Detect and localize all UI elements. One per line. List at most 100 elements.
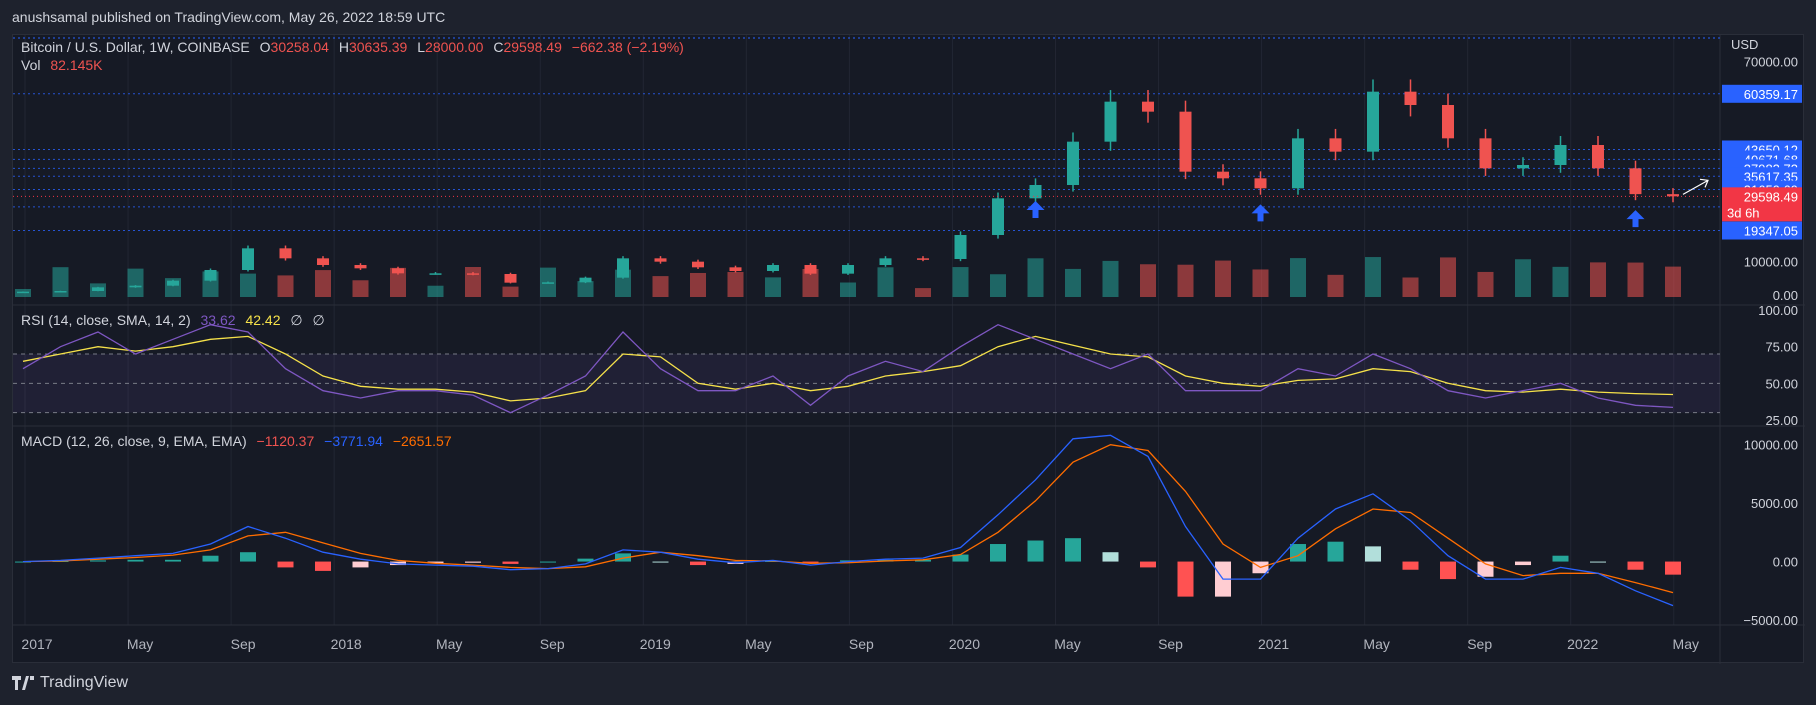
volume-bar xyxy=(1102,260,1119,297)
volume-bar xyxy=(1027,258,1044,297)
volume-bar xyxy=(427,285,444,297)
footer-brand[interactable]: TradingView xyxy=(40,674,129,691)
volume-bar xyxy=(652,276,669,297)
volume-label[interactable]: Vol xyxy=(21,57,41,73)
volume-bar xyxy=(877,267,894,297)
volume-bar xyxy=(690,272,706,297)
candle-body xyxy=(129,285,142,288)
macd-histogram-bar xyxy=(577,558,594,562)
macd-signal-line xyxy=(22,444,1674,594)
candle-body xyxy=(1179,111,1192,172)
macd-histogram-bar xyxy=(1177,561,1194,597)
macd-histogram-bar xyxy=(1552,555,1569,562)
chart-panel[interactable]: 2017 May Sep 2018 May Sep 2019 May Sep 2020 May Sep… xyxy=(12,34,1805,664)
candle-body xyxy=(1517,165,1529,169)
candle-body xyxy=(1629,168,1642,195)
candle-body xyxy=(1554,145,1567,165)
x-tick-label: May xyxy=(1363,636,1389,652)
macd-histogram-bar xyxy=(202,555,219,562)
candle-body xyxy=(1104,101,1117,142)
up-arrow-icon xyxy=(1626,210,1645,228)
x-tick-label: Sep xyxy=(849,636,874,652)
price-level-tag xyxy=(1722,221,1802,240)
x-tick-label: 2019 xyxy=(640,636,671,652)
macd-histogram-bar xyxy=(652,561,669,563)
macd-histogram-bar xyxy=(1290,544,1306,562)
projection-arrow-icon xyxy=(1682,178,1709,195)
macd-histogram-bar xyxy=(1590,561,1606,563)
macd-histogram-bar xyxy=(90,560,106,562)
chart-canvas[interactable]: 2017 May Sep 2018 May Sep 2019 May Sep 2020 May Sep… xyxy=(13,35,1805,664)
price-y-tick: 70000.00 xyxy=(1744,55,1798,70)
candle-body xyxy=(204,270,217,281)
macd-histogram-bar xyxy=(165,559,181,562)
macd-legend: MACD (12, 26, close, 9, EMA, EMA) −1120.… xyxy=(21,433,458,449)
macd-histogram-bar xyxy=(127,559,144,562)
macd-histogram-bar xyxy=(952,554,969,562)
rsi-line xyxy=(22,323,1674,414)
candle-body xyxy=(1329,138,1342,152)
volume-bar xyxy=(1290,258,1306,297)
rsi-y-tick: 25.00 xyxy=(1765,413,1798,428)
current-price-label: 29598.49 xyxy=(1744,189,1798,204)
candle-body xyxy=(317,258,329,265)
x-tick-label: May xyxy=(127,636,153,652)
candle-body xyxy=(579,277,592,283)
change-value: −662.38 (−2.19%) xyxy=(571,39,684,55)
macd-histogram-bar xyxy=(690,561,706,566)
macd-label[interactable]: MACD (12, 26, close, 9, EMA, EMA) xyxy=(21,433,247,449)
volume-bar xyxy=(1140,264,1156,297)
macd-histogram-bar xyxy=(1140,561,1156,568)
rsi-y-tick: 75.00 xyxy=(1765,340,1798,355)
macd-hist-value: −1120.37 xyxy=(256,433,315,449)
macd-histogram-bar xyxy=(802,561,819,564)
volume-bar xyxy=(1365,257,1381,297)
macd-histogram-bar xyxy=(915,559,931,562)
current-price-tag xyxy=(1722,187,1802,222)
price-axis-unit: USD xyxy=(1731,37,1758,52)
rsi-value: 33.62 xyxy=(200,312,236,328)
price-level-label: 19347.05 xyxy=(1744,224,1798,239)
symbol-title[interactable]: Bitcoin / U.S. Dollar, 1W, COINBASE xyxy=(21,39,250,55)
low-value: 28000.00 xyxy=(425,39,484,55)
macd-histogram-bar xyxy=(15,561,31,563)
candle-body xyxy=(692,261,704,268)
macd-y-tick: 5000.00 xyxy=(1751,496,1798,511)
macd-y-tick: 0.00 xyxy=(1773,555,1798,570)
volume-bar xyxy=(1440,257,1456,297)
macd-histogram-bar xyxy=(277,561,294,568)
rsi-sma-value: 42.42 xyxy=(245,312,281,328)
price-legend: Bitcoin / U.S. Dollar, 1W, COINBASE O302… xyxy=(21,39,690,55)
high-value: 30635.39 xyxy=(348,39,408,55)
candle-body xyxy=(542,282,554,284)
macd-histogram-bar xyxy=(1627,561,1644,570)
candle-body xyxy=(842,265,854,274)
candle-body xyxy=(1067,141,1079,185)
volume-bar xyxy=(127,268,144,297)
volume-bar xyxy=(1515,259,1531,297)
x-tick-label: 2018 xyxy=(331,636,362,652)
volume-bar xyxy=(1552,266,1569,297)
macd-y-tick: 10000.00 xyxy=(1744,438,1798,453)
macd-histogram-bar xyxy=(1027,540,1044,562)
volume-bar xyxy=(802,268,819,297)
close-label: C xyxy=(493,39,504,55)
volume-bar xyxy=(1627,262,1644,297)
volume-bar xyxy=(915,288,931,297)
candle-body xyxy=(1442,105,1454,139)
candle-body xyxy=(167,280,179,286)
volume-bar xyxy=(1215,260,1231,297)
candle-body xyxy=(467,273,479,275)
x-tick-label: 2022 xyxy=(1567,636,1598,652)
rsi-label[interactable]: RSI (14, close, SMA, 14, 2) xyxy=(21,312,191,328)
x-tick-label: May xyxy=(1673,636,1699,652)
rsi-extra-value-2: ∅ xyxy=(312,312,325,328)
tradingview-logo-icon xyxy=(12,676,34,690)
candle-body xyxy=(242,248,254,270)
macd-histogram-bar xyxy=(465,561,481,563)
x-tick-label: May xyxy=(436,636,462,652)
macd-histogram-bar xyxy=(540,561,556,563)
up-arrow-icon xyxy=(1251,204,1270,222)
low-label: L xyxy=(417,39,426,55)
open-label: O xyxy=(259,39,271,55)
